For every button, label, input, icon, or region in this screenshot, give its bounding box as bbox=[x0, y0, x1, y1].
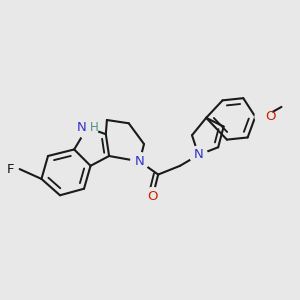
Text: H: H bbox=[89, 121, 98, 134]
Text: F: F bbox=[7, 163, 14, 176]
Circle shape bbox=[144, 188, 161, 205]
Text: O: O bbox=[265, 110, 276, 123]
Text: N: N bbox=[194, 148, 203, 161]
Text: N: N bbox=[76, 121, 86, 134]
Circle shape bbox=[144, 188, 161, 205]
Text: N: N bbox=[135, 155, 145, 168]
Circle shape bbox=[131, 153, 148, 170]
Circle shape bbox=[255, 108, 273, 125]
Circle shape bbox=[255, 108, 273, 125]
Text: O: O bbox=[148, 190, 158, 203]
Circle shape bbox=[131, 153, 148, 170]
Circle shape bbox=[190, 146, 207, 164]
Circle shape bbox=[190, 146, 207, 164]
Circle shape bbox=[76, 117, 98, 139]
Circle shape bbox=[79, 119, 96, 136]
